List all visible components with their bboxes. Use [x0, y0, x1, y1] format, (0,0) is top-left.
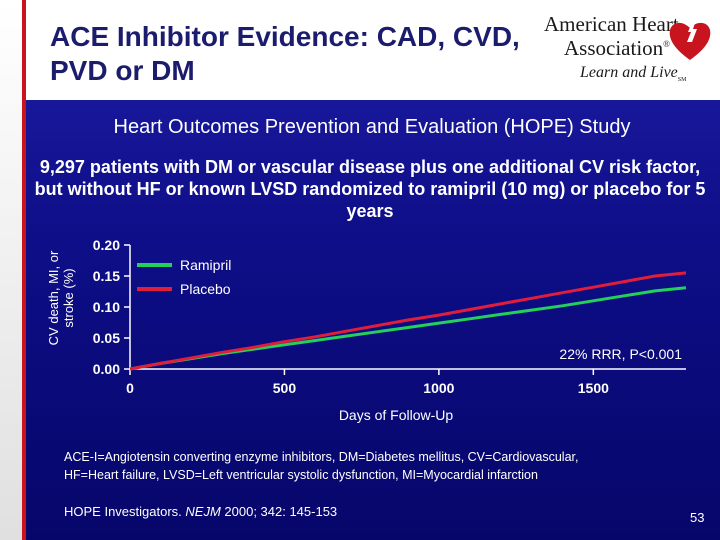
citation-prefix: HOPE Investigators. — [64, 504, 186, 519]
citation-suffix: 2000; 342: 145-153 — [220, 504, 338, 519]
y-tick-label: 0.05 — [93, 330, 120, 346]
study-description: 9,297 patients with DM or vascular disea… — [34, 157, 706, 221]
legend-label-ramipril: Ramipril — [180, 257, 231, 273]
x-axis-title: Days of Follow-Up — [339, 407, 454, 423]
aha-logo: American Heart Association® Learn and Li… — [538, 8, 713, 92]
chart-legend: Ramipril Placebo — [137, 257, 231, 297]
y-tick-label: 0.10 — [93, 299, 120, 315]
citation: HOPE Investigators. NEJM 2000; 342: 145-… — [64, 504, 337, 519]
footnote-line2: HF=Heart failure, LVSD=Left ventricular … — [64, 468, 538, 482]
y-axis-title-line1: CV death, MI, or — [46, 250, 61, 345]
logo-tagline: Learn and LiveSM — [580, 64, 687, 84]
chart-y-axis-title: CV death, MI, or stroke (%) — [46, 250, 76, 345]
y-tick-label: 0.00 — [93, 361, 120, 377]
chart-series — [129, 271, 687, 371]
x-tick-label: 500 — [273, 380, 297, 396]
chart-annotation: 22% RRR, P<0.001 — [559, 346, 682, 362]
citation-journal: NEJM — [185, 504, 221, 519]
heart-torch-icon — [669, 20, 711, 60]
logo-trademark: ® — [663, 39, 670, 49]
legend-label-placebo: Placebo — [180, 281, 231, 297]
footnote-line1: ACE-I=Angiotensin converting enzyme inhi… — [64, 450, 579, 464]
x-tick-label: 0 — [126, 380, 134, 396]
logo-service-mark: SM — [677, 77, 687, 84]
x-tick-label: 1500 — [578, 380, 609, 396]
slide-title-line1: ACE Inhibitor Evidence: CAD, CVD, — [50, 21, 520, 52]
red-accent-stripe — [22, 0, 26, 540]
study-subtitle: Heart Outcomes Prevention and Evaluation… — [113, 116, 631, 138]
slide-title: ACE Inhibitor Evidence: CAD, CVD, PVD or… — [50, 20, 530, 88]
x-tick-label: 1000 — [423, 380, 454, 396]
y-tick-label: 0.15 — [93, 268, 120, 284]
series-line-placebo — [129, 271, 687, 371]
abbreviations-footnote: ACE-I=Angiotensin converting enzyme inhi… — [64, 448, 684, 484]
y-tick-label: 0.20 — [93, 237, 120, 253]
x-axis: 0 500 1000 1500 — [126, 369, 609, 396]
y-axis-title-line2: stroke (%) — [61, 268, 76, 327]
page-number: 53 — [690, 510, 705, 525]
y-axis: 0.00 0.05 0.10 0.15 0.20 — [93, 237, 130, 377]
logo-name-line2: Association® — [564, 36, 670, 60]
logo-name-line1: American Heart — [544, 12, 679, 36]
title-area — [26, 0, 720, 100]
left-accent-bar — [0, 0, 22, 540]
slide-title-line2: PVD or DM — [50, 55, 195, 86]
